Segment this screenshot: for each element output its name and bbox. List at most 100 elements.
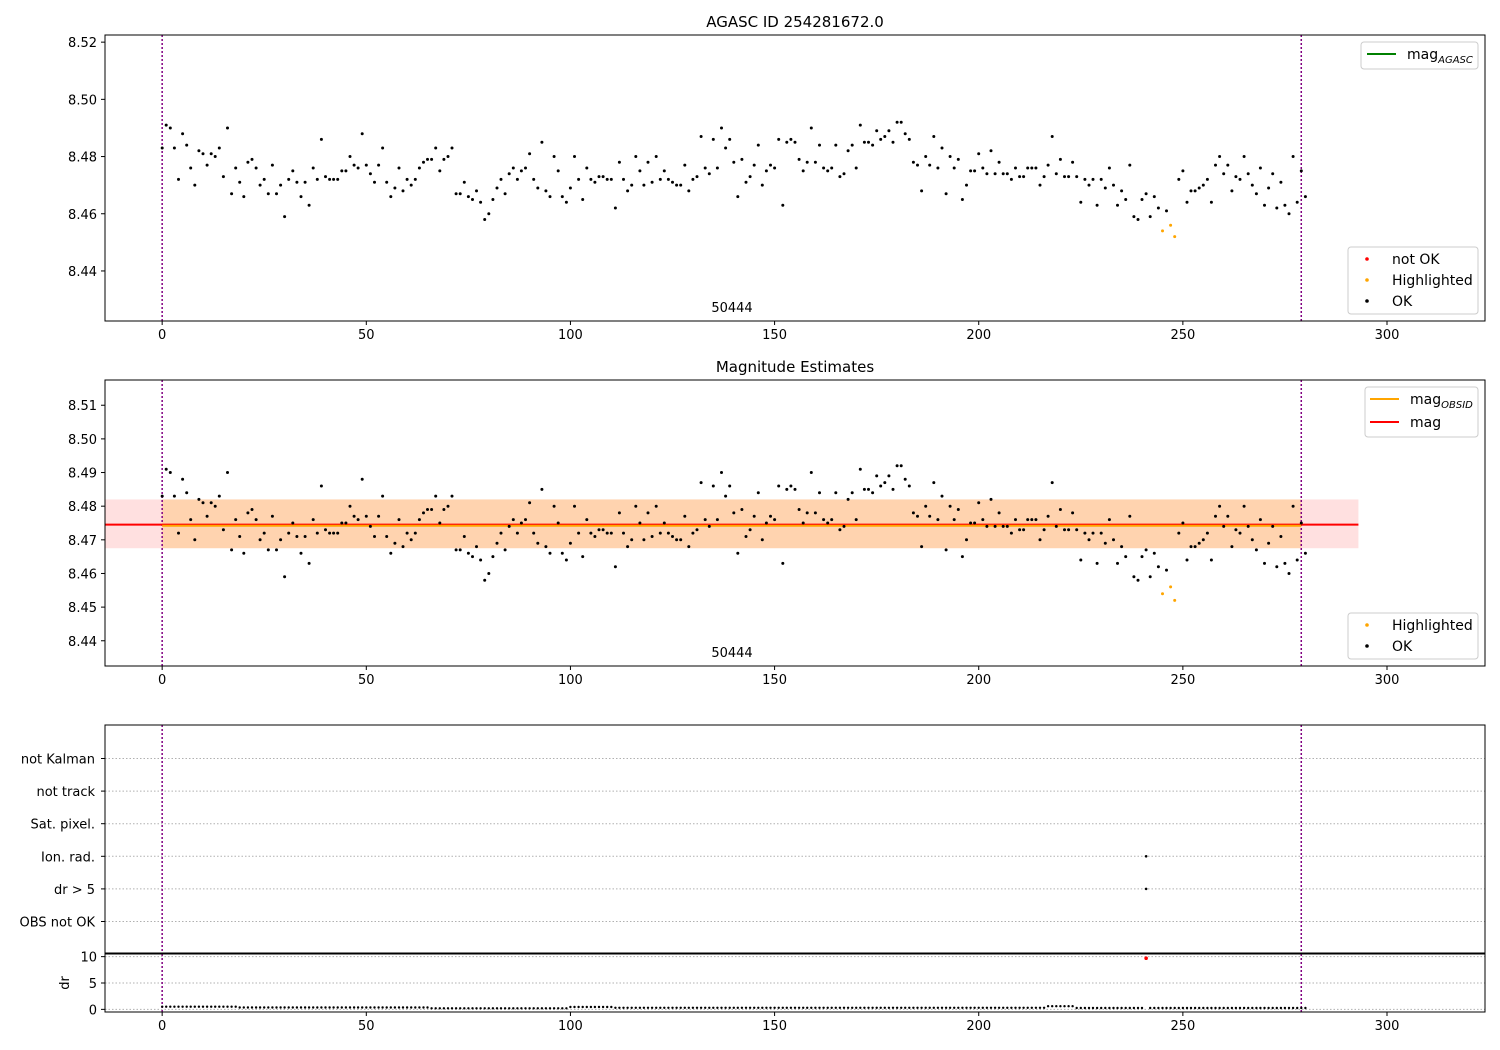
- dr-point: [348, 1006, 352, 1009]
- p2-point-ok: [479, 558, 483, 562]
- dr-point: [536, 1007, 539, 1010]
- flag-row-label: Sat. pixel.: [31, 818, 95, 833]
- p2-point-ok: [1222, 524, 1226, 528]
- panel1-frame: [104, 34, 1486, 322]
- dr-point: [944, 1006, 948, 1009]
- dr-point: [802, 1006, 805, 1009]
- dr-point: [695, 1006, 699, 1009]
- p2-point-ok: [822, 518, 826, 522]
- p2-point-ok: [1099, 531, 1103, 535]
- p1-point-ok: [1299, 169, 1303, 173]
- p2-point-ok: [662, 521, 666, 525]
- p2-point-ok: [666, 531, 670, 535]
- dr-point: [961, 1006, 964, 1009]
- dr-point: [1120, 1006, 1123, 1010]
- p1-point-ok: [679, 183, 683, 187]
- p1-point-ok: [813, 160, 817, 164]
- dr-point: [948, 1006, 952, 1009]
- p2-point-ok: [172, 494, 176, 498]
- p1-point-ok: [1201, 183, 1205, 187]
- dr-point: [1218, 1006, 1221, 1010]
- p1-point-ok: [985, 172, 989, 176]
- p2-point-ok: [291, 521, 295, 525]
- dr-point: [246, 1006, 250, 1009]
- dr-point: [969, 1006, 972, 1009]
- dr-point: [446, 1007, 450, 1010]
- p1-point-ok: [903, 132, 907, 136]
- p2-point-ok: [454, 548, 458, 552]
- p1-point-ok: [1005, 172, 1009, 176]
- dr-point: [593, 1005, 597, 1009]
- dr-point: [287, 1006, 290, 1009]
- p1-point-ok: [205, 163, 209, 167]
- p1-point-ok: [883, 135, 887, 138]
- p1-point-ok: [1091, 177, 1095, 181]
- p1-point-ok: [948, 155, 952, 158]
- dr-point: [814, 1006, 817, 1009]
- dr-point: [757, 1006, 760, 1009]
- p1-point-ok: [1124, 198, 1128, 201]
- dr-point: [806, 1006, 809, 1009]
- p2-point-ok: [1120, 545, 1124, 549]
- p2-point-ok: [168, 471, 172, 474]
- p2-point-ok: [773, 518, 777, 522]
- dr-point: [826, 1006, 829, 1009]
- p1-point-ok: [1218, 155, 1222, 158]
- p2-point-ok: [258, 538, 262, 542]
- p1-point-ok: [585, 166, 589, 170]
- p2-point-ok: [752, 514, 756, 518]
- dr-point: [279, 1006, 282, 1009]
- p2-point-ok: [1177, 531, 1181, 535]
- p2-point-ok: [609, 531, 613, 535]
- dr-point: [320, 1006, 323, 1009]
- p2-point-ok: [283, 575, 287, 579]
- p1-point-ok: [1165, 209, 1168, 213]
- p2-point-ok: [177, 531, 180, 535]
- dr-point: [1087, 1006, 1091, 1010]
- dr-point: [1247, 1006, 1250, 1010]
- p2-point-ok: [862, 487, 866, 491]
- dr-xtick-label: 150: [762, 1019, 787, 1034]
- p2-point-ok: [234, 518, 238, 522]
- p2-point-ok: [1148, 575, 1152, 579]
- p1-point-ok: [593, 180, 597, 184]
- p1-point-ok: [160, 146, 164, 150]
- flag-row-label: OBS not OK: [20, 916, 96, 931]
- dr-point: [1149, 1006, 1152, 1010]
- p1-point-ok: [201, 152, 205, 156]
- dr-point: [1002, 1006, 1005, 1009]
- dr-point: [724, 1006, 727, 1009]
- p1-point-ok: [838, 175, 842, 179]
- dr-point: [177, 1005, 180, 1008]
- p1-point-ok: [405, 177, 409, 181]
- dr-point: [655, 1006, 658, 1009]
- dr-point: [450, 1007, 454, 1010]
- dr-point: [679, 1006, 682, 1009]
- legend2-ok-label: OK: [1392, 639, 1413, 655]
- dr-point: [1132, 1006, 1136, 1010]
- dr-point: [1091, 1006, 1095, 1010]
- p2-point-ok: [965, 538, 968, 542]
- dr-point: [299, 1006, 303, 1009]
- p1-point-ok: [589, 177, 593, 181]
- p2-point-ok: [1230, 545, 1234, 549]
- p1-point-ok: [254, 166, 258, 170]
- dr-point: [169, 1005, 172, 1008]
- p1-point-ok: [1291, 155, 1295, 158]
- p2-point-ok: [1185, 558, 1189, 562]
- dr-point: [254, 1006, 258, 1009]
- p1-point-ok: [209, 152, 213, 156]
- dr-point: [720, 1006, 723, 1009]
- dr-xtick-label: 300: [1375, 1019, 1400, 1034]
- p1-point-ok: [1222, 172, 1226, 176]
- dr-point: [230, 1005, 233, 1008]
- dr-point: [855, 1006, 858, 1009]
- p2-point-ok: [356, 518, 360, 522]
- p2-point-ok: [617, 511, 621, 515]
- p1-point-ok: [291, 169, 295, 173]
- p1-xtick-label: 0: [158, 328, 166, 343]
- dr-ytick-label: 0: [89, 1003, 97, 1018]
- p1-point-ok: [989, 149, 993, 153]
- p1-point-ok: [638, 169, 642, 173]
- legend-ok-label: OK: [1392, 294, 1413, 310]
